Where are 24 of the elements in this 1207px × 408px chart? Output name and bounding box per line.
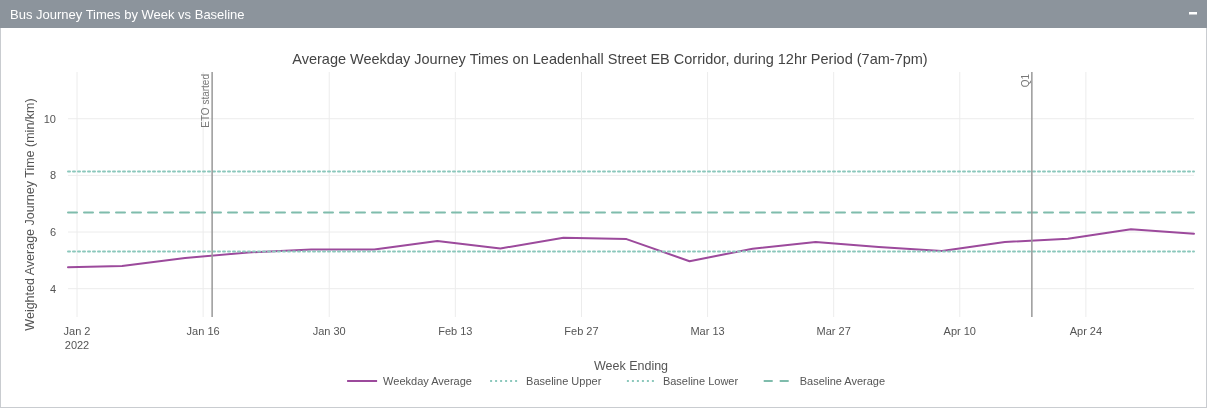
legend-label: Baseline Lower (662, 375, 739, 387)
legend-label: Weekday Average (383, 375, 472, 387)
y-tick-label: 6 (49, 226, 56, 239)
x-tick-label: Feb 13 (438, 325, 473, 337)
x-tick-label: Apr 10 (943, 325, 976, 337)
x-tick-label: Mar 13 (690, 325, 725, 337)
x-tick-label: Apr 24 (1069, 325, 1103, 337)
legend-label: Baseline Average (799, 375, 886, 387)
x-tick-label: Feb 27 (564, 325, 599, 337)
x-tick-label: Jan 2 2022 (63, 325, 91, 351)
ref-line-label: Q1 (1019, 73, 1031, 88)
x-tick-label: Mar 27 (816, 325, 851, 337)
chart-subtitle: Average Weekday Journey Times on Leadenhall Street EB Corridor, during 12hr Period (7am-7pm) (292, 51, 928, 67)
y-tick-label: 4 (49, 282, 56, 295)
y-tick-label: 8 (49, 169, 56, 182)
y-tick-label: 10 (43, 112, 56, 125)
y-axis-title: Weighted Average Journey Time (min/km) (23, 98, 37, 331)
ref-line-label: ETO started (200, 74, 212, 128)
legend-label: Baseline Upper (526, 375, 602, 387)
line-series (67, 228, 1195, 269)
chart-title: Bus Journey Times by Week vs Baseline (10, 7, 245, 22)
x-tick-label: Jan 30 (312, 325, 346, 337)
x-tick-label: Jan 16 (186, 325, 220, 337)
x-axis-title: Week Ending (593, 359, 669, 373)
